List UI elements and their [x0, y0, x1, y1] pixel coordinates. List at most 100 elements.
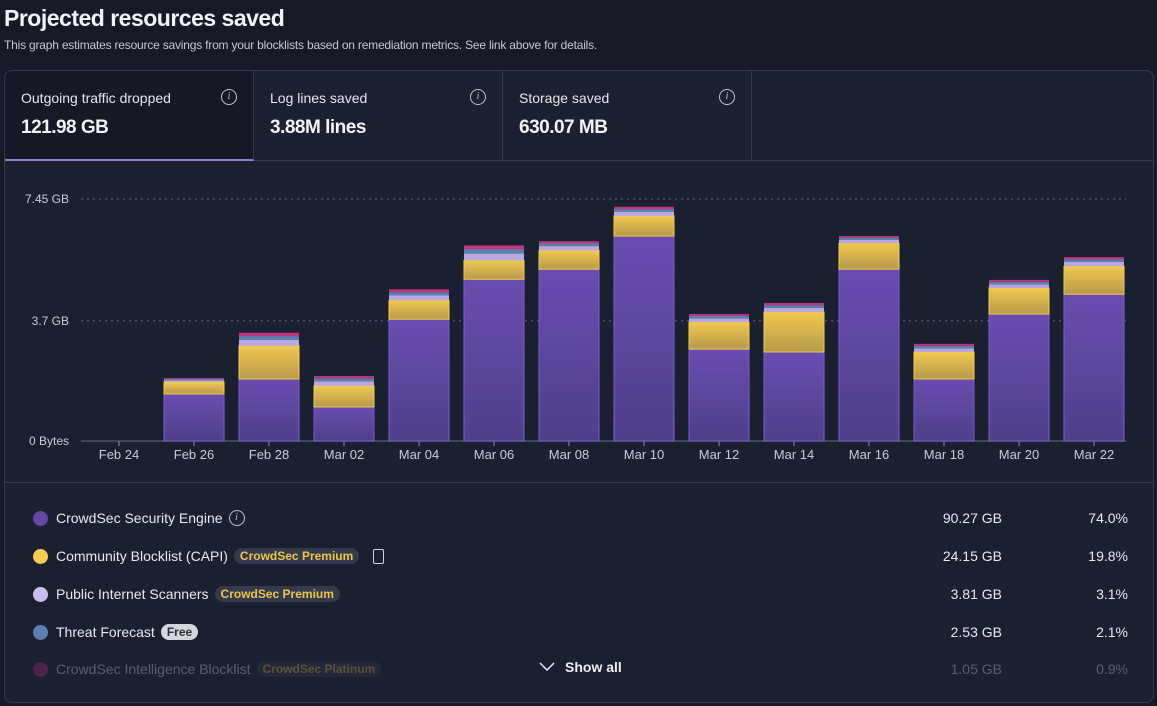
show-all-button[interactable]: Show all — [539, 659, 622, 675]
bar-segment-public-internet-scanners — [539, 246, 599, 251]
bar-segment-community-blocklist-capi- — [463, 259, 525, 280]
legend-row[interactable]: CrowdSec Intelligence Blocklist CrowdSec … — [5, 657, 1153, 681]
legend-value: 1.05 GB — [950, 661, 1002, 677]
legend-row[interactable]: CrowdSec Security Engine i 90.27 GB 74.0% — [5, 506, 1153, 530]
tab-bar-spacer — [752, 71, 1153, 161]
bar-segment-threat-forecast — [689, 315, 749, 319]
legend-percent: 2.1% — [1096, 624, 1128, 640]
legend-row[interactable]: Community Blocklist (CAPI) CrowdSec Premi… — [5, 544, 1153, 568]
tab-label: Storage saved — [519, 90, 610, 106]
bar-segment-crowdsec-intelligence-blocklist — [539, 241, 599, 244]
bar-segment-community-blocklist-capi- — [688, 321, 750, 350]
bar-segment-crowdsec-security-engine — [538, 268, 600, 442]
bar-segment-crowdsec-security-engine — [763, 351, 825, 442]
tab-label: Outgoing traffic dropped — [21, 90, 171, 106]
legend-label: CrowdSec Intelligence Blocklist CrowdSec … — [56, 661, 382, 677]
page-title: Projected resources saved — [4, 5, 285, 31]
bar-segment-crowdsec-security-engine — [913, 378, 975, 442]
legend-label: Public Internet Scanners CrowdSec Premium — [56, 586, 340, 602]
bar-segment-community-blocklist-capi- — [1063, 265, 1125, 295]
bar-segment-crowdsec-intelligence-blocklist — [464, 245, 524, 250]
bar-segment-threat-forecast — [464, 249, 524, 254]
plan-badge: Free — [160, 624, 199, 640]
legend-color-dot — [33, 549, 48, 564]
bar-segment-crowdsec-intelligence-blocklist — [239, 332, 299, 337]
legend-name: Threat Forecast — [56, 624, 155, 640]
tab-storage[interactable]: Storage saved 630.07 MB i — [503, 71, 752, 161]
x-tick-label: Mar 02 — [324, 447, 364, 462]
bar-segment-threat-forecast — [914, 345, 974, 349]
page-subtitle: This graph estimates resource savings fr… — [4, 38, 598, 52]
x-tick-label: Feb 26 — [174, 447, 214, 462]
bar-segment-public-internet-scanners — [914, 348, 974, 352]
info-icon[interactable]: i — [221, 89, 237, 105]
bar-segment-community-blocklist-capi- — [238, 345, 300, 380]
bar-segment-threat-forecast — [989, 281, 1049, 285]
legend-percent: 3.1% — [1096, 586, 1128, 602]
legend-color-dot — [33, 511, 48, 526]
legend-value: 3.81 GB — [950, 586, 1002, 602]
bar-segment-community-blocklist-capi- — [388, 299, 450, 320]
legend-label: Community Blocklist (CAPI) CrowdSec Premi… — [56, 548, 385, 564]
bar-segment-crowdsec-intelligence-blocklist — [314, 376, 374, 379]
x-tick-label: Mar 04 — [399, 447, 439, 462]
bar-segment-threat-forecast — [389, 292, 449, 296]
legend-color-dot — [33, 587, 48, 602]
tab-log-lines[interactable]: Log lines saved 3.88M lines i — [254, 71, 503, 161]
bar-segment-crowdsec-security-engine — [838, 268, 900, 442]
document-icon[interactable] — [373, 548, 385, 564]
bar-segment-public-internet-scanners — [839, 239, 899, 244]
bar-segment-crowdsec-intelligence-blocklist — [839, 236, 899, 238]
legend-value: 90.27 GB — [942, 510, 1002, 526]
bar-segment-crowdsec-intelligence-blocklist — [989, 279, 1049, 282]
x-tick-label: Mar 08 — [549, 447, 589, 462]
x-tick-label: Feb 28 — [249, 447, 289, 462]
x-tick-label: Mar 20 — [999, 447, 1039, 462]
chevron-down-icon — [539, 662, 555, 672]
x-tick-label: Mar 14 — [774, 447, 814, 462]
bar-segment-public-internet-scanners — [1064, 262, 1124, 267]
info-icon[interactable]: i — [470, 89, 486, 105]
tab-value: 3.88M lines — [270, 117, 366, 138]
bar-segment-crowdsec-security-engine — [388, 318, 450, 442]
x-tick-label: Mar 16 — [849, 447, 889, 462]
legend-name: Community Blocklist (CAPI) — [56, 548, 228, 564]
bar-segment-threat-forecast — [539, 243, 599, 247]
bar-segment-community-blocklist-capi- — [988, 287, 1050, 315]
bar-segment-public-internet-scanners — [239, 339, 299, 346]
legend-label: CrowdSec Security Engine i — [56, 510, 245, 526]
x-tick-label: Mar 18 — [924, 447, 964, 462]
bar-segment-crowdsec-security-engine — [613, 235, 675, 442]
bar-segment-crowdsec-security-engine — [463, 278, 525, 442]
legend-percent: 74.0% — [1088, 510, 1128, 526]
resources-card: Outgoing traffic dropped 121.98 GB i Log… — [4, 70, 1154, 703]
bar-segment-threat-forecast — [764, 305, 824, 308]
bar-segment-community-blocklist-capi- — [838, 242, 900, 270]
info-icon[interactable]: i — [719, 89, 735, 105]
tab-outgoing-traffic[interactable]: Outgoing traffic dropped 121.98 GB i — [5, 71, 254, 161]
legend-row[interactable]: Public Internet Scanners CrowdSec Premium… — [5, 582, 1153, 606]
stacked-bar-chart: 0 Bytes 3.7 GB 7.45 GB Feb 24 Feb 26 Feb 28 Ma… — [25, 192, 1126, 462]
bar-segment-public-internet-scanners — [764, 307, 824, 313]
bar-segment-public-internet-scanners — [464, 253, 524, 261]
info-icon[interactable]: i — [228, 510, 245, 526]
legend-percent: 19.8% — [1088, 548, 1128, 564]
bar-segment-crowdsec-intelligence-blocklist — [689, 313, 749, 316]
bar-segment-crowdsec-intelligence-blocklist — [914, 343, 974, 346]
bar-segment-community-blocklist-capi- — [313, 385, 375, 408]
legend-value: 2.53 GB — [950, 624, 1002, 640]
y-tick-label: 7.45 GB — [25, 192, 69, 206]
bar-segment-public-internet-scanners — [314, 381, 374, 386]
divider — [5, 482, 1153, 483]
bar-segment-crowdsec-intelligence-blocklist — [389, 289, 449, 293]
legend-row[interactable]: Threat Forecast Free 2.53 GB 2.1% — [5, 620, 1153, 644]
legend-value: 24.15 GB — [942, 548, 1002, 564]
bar-segment-community-blocklist-capi- — [913, 351, 975, 380]
bar-segment-crowdsec-security-engine — [163, 393, 225, 442]
bar-segment-crowdsec-security-engine — [688, 348, 750, 442]
bar-segment-threat-forecast — [239, 336, 299, 340]
bar-segment-crowdsec-intelligence-blocklist — [1064, 257, 1124, 260]
bar-segment-threat-forecast — [1064, 259, 1124, 263]
legend-percent: 0.9% — [1096, 661, 1128, 677]
plan-badge: CrowdSec Premium — [214, 586, 340, 602]
